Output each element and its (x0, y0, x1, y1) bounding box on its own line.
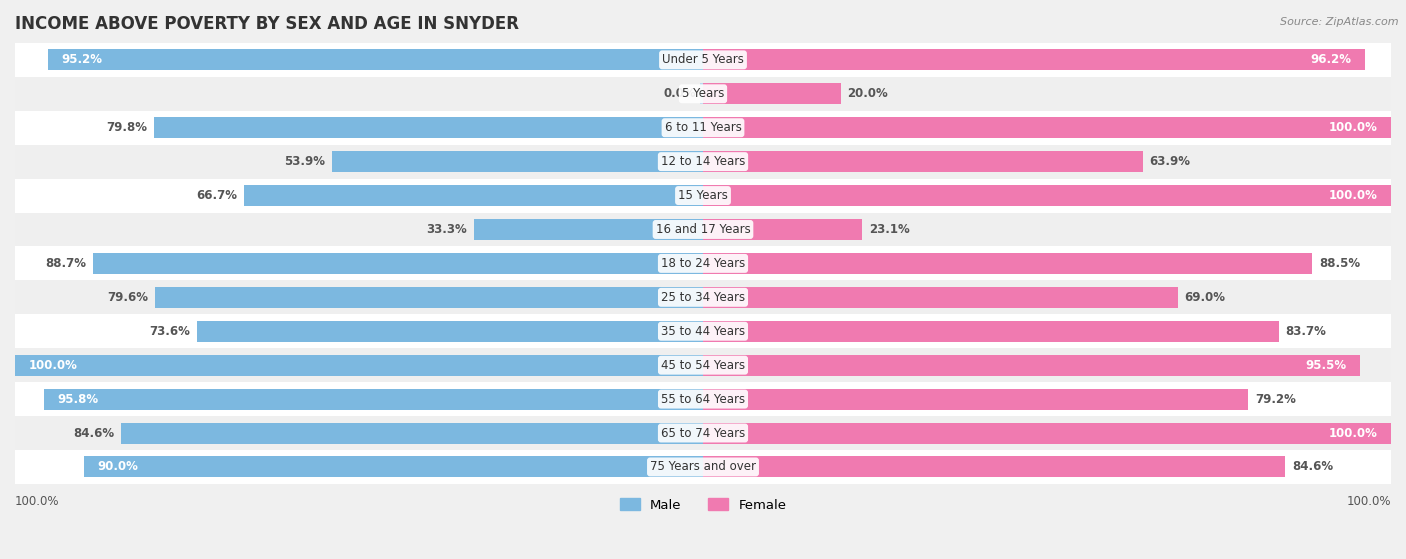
Text: 95.5%: 95.5% (1305, 359, 1347, 372)
Bar (8, 43, 1398, 77)
Text: 100.0%: 100.0% (1329, 189, 1378, 202)
Text: 45 to 54 Years: 45 to 54 Years (661, 359, 745, 372)
Text: 100.0%: 100.0% (1329, 427, 1378, 439)
Text: 20.0%: 20.0% (848, 87, 889, 100)
Text: 15 Years: 15 Years (678, 189, 728, 202)
Text: 53.9%: 53.9% (284, 155, 325, 168)
Text: 25 to 34 Years: 25 to 34 Years (661, 291, 745, 304)
Bar (155, 287, 703, 308)
Text: 16 and 17 Years: 16 and 17 Years (655, 223, 751, 236)
Bar (703, 83, 841, 105)
Bar (703, 185, 1391, 206)
Bar (48, 49, 703, 70)
Bar (8, 314, 1398, 348)
Bar (703, 151, 1143, 172)
Text: 33.3%: 33.3% (426, 223, 467, 236)
Text: 75 Years and over: 75 Years and over (650, 461, 756, 473)
Bar (703, 321, 1279, 342)
Bar (703, 219, 862, 240)
Text: 90.0%: 90.0% (97, 461, 138, 473)
Bar (332, 151, 703, 172)
Bar (15, 354, 703, 376)
Text: 23.1%: 23.1% (869, 223, 910, 236)
Text: 18 to 24 Years: 18 to 24 Years (661, 257, 745, 270)
Bar (8, 450, 1398, 484)
Bar (197, 321, 703, 342)
Bar (8, 281, 1398, 314)
Text: 65 to 74 Years: 65 to 74 Years (661, 427, 745, 439)
Text: 84.6%: 84.6% (73, 427, 114, 439)
Bar (8, 416, 1398, 450)
Text: Under 5 Years: Under 5 Years (662, 53, 744, 67)
Text: 100.0%: 100.0% (15, 495, 59, 508)
Text: INCOME ABOVE POVERTY BY SEX AND AGE IN SNYDER: INCOME ABOVE POVERTY BY SEX AND AGE IN S… (15, 15, 519, 33)
Bar (703, 287, 1178, 308)
Text: 95.2%: 95.2% (62, 53, 103, 67)
Text: 79.6%: 79.6% (107, 291, 149, 304)
Text: 79.2%: 79.2% (1254, 392, 1296, 406)
Text: 66.7%: 66.7% (197, 189, 238, 202)
Bar (8, 247, 1398, 281)
Text: 79.8%: 79.8% (105, 121, 148, 134)
Bar (8, 382, 1398, 416)
Bar (8, 178, 1398, 212)
Bar (703, 49, 1365, 70)
Bar (700, 83, 703, 105)
Bar (703, 354, 1360, 376)
Text: Source: ZipAtlas.com: Source: ZipAtlas.com (1281, 17, 1399, 27)
Text: 100.0%: 100.0% (1347, 495, 1391, 508)
Text: 83.7%: 83.7% (1285, 325, 1327, 338)
Bar (703, 253, 1312, 274)
Bar (8, 145, 1398, 178)
Bar (8, 212, 1398, 247)
Bar (703, 423, 1391, 443)
Text: 73.6%: 73.6% (149, 325, 190, 338)
Text: 88.5%: 88.5% (1319, 257, 1360, 270)
Bar (8, 348, 1398, 382)
Bar (8, 77, 1398, 111)
Text: 100.0%: 100.0% (28, 359, 77, 372)
Bar (245, 185, 703, 206)
Text: 12 to 14 Years: 12 to 14 Years (661, 155, 745, 168)
Bar (8, 111, 1398, 145)
Legend: Male, Female: Male, Female (614, 493, 792, 517)
Bar (155, 117, 703, 138)
Text: 5 Years: 5 Years (682, 87, 724, 100)
Text: 6 to 11 Years: 6 to 11 Years (665, 121, 741, 134)
Bar (44, 389, 703, 410)
Bar (121, 423, 703, 443)
Bar (703, 389, 1249, 410)
Text: 69.0%: 69.0% (1185, 291, 1226, 304)
Bar (93, 253, 703, 274)
Text: 55 to 64 Years: 55 to 64 Years (661, 392, 745, 406)
Bar (703, 457, 1285, 477)
Text: 63.9%: 63.9% (1150, 155, 1191, 168)
Text: 84.6%: 84.6% (1292, 461, 1333, 473)
Text: 88.7%: 88.7% (45, 257, 86, 270)
Bar (474, 219, 703, 240)
Text: 96.2%: 96.2% (1310, 53, 1351, 67)
Bar (84, 457, 703, 477)
Text: 95.8%: 95.8% (58, 392, 98, 406)
Bar (703, 117, 1391, 138)
Text: 0.0%: 0.0% (664, 87, 696, 100)
Text: 35 to 44 Years: 35 to 44 Years (661, 325, 745, 338)
Text: 100.0%: 100.0% (1329, 121, 1378, 134)
